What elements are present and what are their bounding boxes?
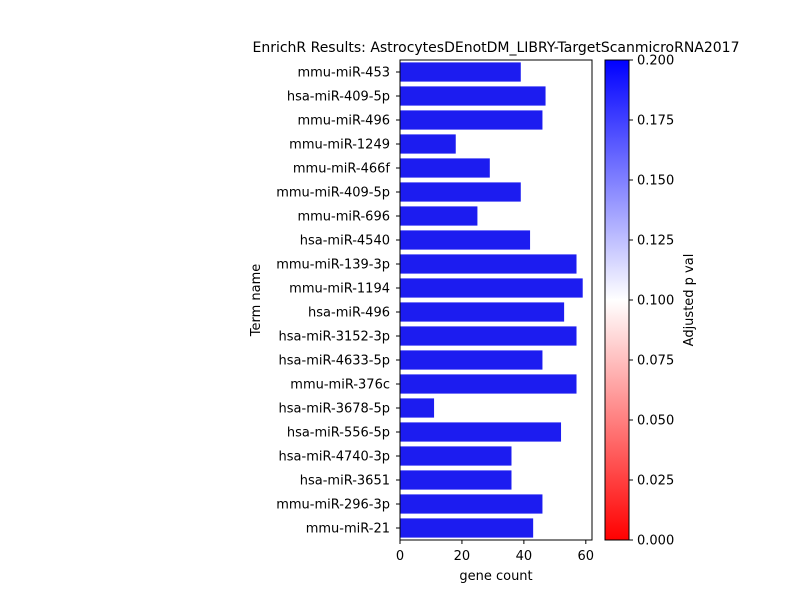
y-tick-label: hsa-miR-4633-5p (279, 354, 390, 369)
x-tick-label: 60 (578, 549, 595, 564)
x-tick-label: 0 (396, 549, 404, 564)
y-tick-labels: mmu-miR-453 hsa-miR-409-5p mmu-miR-496 mmu-… (276, 66, 400, 537)
colorbar-tick-label: 0.075 (637, 354, 674, 369)
y-tick-label: mmu-miR-409-5p (276, 186, 390, 201)
y-tick-label: hsa-miR-409-5p (287, 90, 390, 105)
colorbar-tick-label: 0.100 (637, 294, 674, 309)
colorbar-tick-label: 0.175 (637, 114, 674, 129)
colorbar-tick-label: 0.125 (637, 234, 674, 249)
plot-frame (399, 59, 593, 541)
y-tick-label: mmu-miR-696 (297, 210, 390, 225)
y-tick-label: hsa-miR-556-5p (287, 426, 390, 441)
x-ticks: 0 20 40 60 (396, 540, 594, 564)
y-tick-label: mmu-miR-296-3p (276, 498, 390, 513)
colorbar-label: Adjusted p val (682, 254, 697, 347)
bar (400, 182, 521, 202)
bar (400, 494, 543, 514)
x-tick-label: 20 (454, 549, 471, 564)
bar (400, 158, 490, 178)
y-tick-label: hsa-miR-496 (308, 306, 390, 321)
colorbar-tick-label: 0.050 (637, 414, 674, 429)
y-tick-label: mmu-miR-139-3p (276, 258, 390, 273)
y-tick-label: hsa-miR-3152-3p (279, 330, 390, 345)
y-tick-label: mmu-miR-466f (293, 162, 391, 177)
y-tick-label: mmu-miR-1249 (289, 138, 390, 153)
bar (400, 254, 577, 274)
bar (400, 326, 577, 346)
bar (400, 230, 531, 250)
colorbar-ticks: 0.000 0.025 0.050 0.075 0.100 0.125 0.150 0.175… (629, 54, 674, 549)
bar (400, 134, 456, 154)
bar (400, 278, 583, 298)
bar (400, 110, 543, 130)
bar (400, 470, 512, 490)
colorbar-tick-label: 0.200 (637, 54, 674, 69)
x-tick-label: 40 (516, 549, 533, 564)
y-tick-label: mmu-miR-1194 (289, 282, 390, 297)
colorbar-tick-label: 0.150 (637, 174, 674, 189)
bar (400, 62, 521, 82)
bar (400, 518, 534, 538)
y-tick-label: hsa-miR-3651 (300, 474, 390, 489)
bar (400, 350, 543, 370)
y-tick-label: hsa-miR-4540 (300, 234, 390, 249)
bar (400, 302, 565, 322)
bar (400, 446, 512, 466)
bar (400, 398, 435, 418)
y-tick-label: mmu-miR-21 (306, 522, 390, 537)
bar (400, 374, 577, 394)
colorbar-tick-label: 0.025 (637, 474, 674, 489)
bar (400, 206, 478, 226)
y-tick-label: mmu-miR-376c (290, 378, 390, 393)
y-tick-label: hsa-miR-3678-5p (279, 402, 390, 417)
bar (400, 422, 562, 442)
colorbar (604, 59, 630, 541)
y-axis-label: Term name (249, 264, 264, 338)
colorbar-tick-label: 0.000 (637, 534, 674, 549)
bars-layer (400, 62, 583, 538)
y-tick-label: mmu-miR-496 (297, 114, 390, 129)
y-tick-label: mmu-miR-453 (297, 66, 390, 81)
x-axis-label: gene count (459, 569, 532, 584)
bar (400, 86, 546, 106)
chart-title: EnrichR Results: AstrocytesDEnotDM_LIBRY… (252, 40, 739, 56)
y-tick-label: hsa-miR-4740-3p (279, 450, 390, 465)
